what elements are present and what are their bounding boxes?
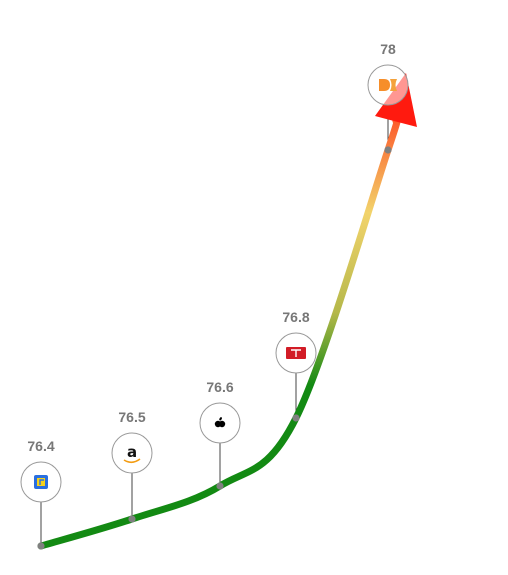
value-labels: 76.4 76.5 76.6 76.8 78 — [27, 41, 396, 454]
data-points — [37, 146, 392, 550]
flipkart-logo-icon — [20, 461, 62, 503]
trend-line — [37, 114, 402, 550]
value-markers — [40, 105, 389, 546]
data-point — [37, 542, 45, 550]
data-point — [292, 414, 300, 422]
svg-text:a: a — [127, 443, 137, 461]
apple-logo-icon — [199, 402, 241, 444]
data-point — [128, 515, 136, 523]
data-point — [384, 146, 392, 154]
data-point — [216, 482, 224, 490]
value-label: 76.6 — [206, 379, 233, 395]
amazon-logo-icon: a — [111, 432, 153, 474]
company-icons: a — [20, 64, 409, 503]
value-label: 76.5 — [118, 409, 145, 425]
value-label: 76.4 — [27, 438, 54, 454]
value-label: 78 — [380, 41, 396, 57]
tesla-logo-icon — [275, 332, 317, 374]
value-label: 76.8 — [282, 309, 309, 325]
d3-logo-icon — [367, 64, 409, 106]
